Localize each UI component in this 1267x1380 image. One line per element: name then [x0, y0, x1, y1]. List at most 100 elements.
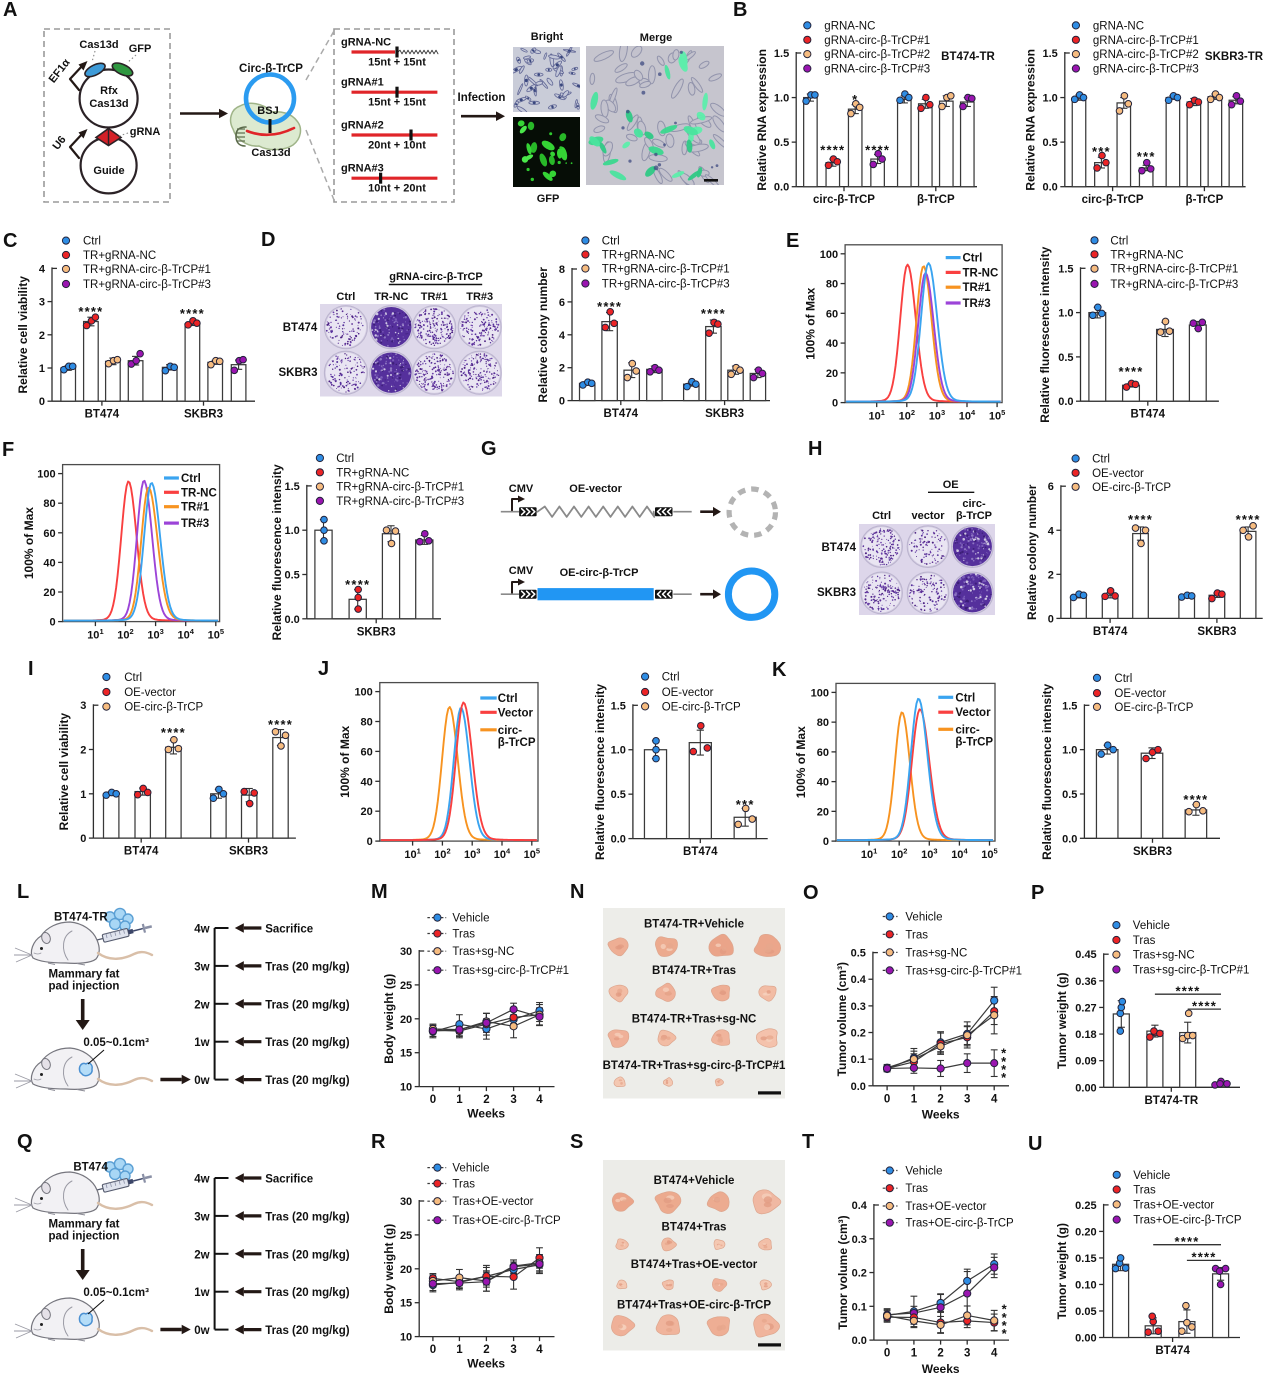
svg-text:β-TrCP: β-TrCP	[956, 510, 992, 522]
svg-text:4w: 4w	[194, 1174, 209, 1186]
svg-text:Tras+sg-NC: Tras+sg-NC	[452, 946, 514, 958]
svg-text:SKBR3-TR: SKBR3-TR	[1205, 51, 1264, 63]
svg-text:Tumor weight (g): Tumor weight (g)	[1055, 973, 1069, 1069]
svg-text:Vehicle: Vehicle	[905, 1166, 942, 1178]
svg-text:circ-: circ-	[498, 725, 522, 737]
svg-text:0: 0	[430, 1344, 436, 1356]
svg-text:0.2: 0.2	[851, 1028, 866, 1040]
svg-text:Tras: Tras	[905, 929, 928, 941]
svg-text:0.05~0.1cm³: 0.05~0.1cm³	[83, 1037, 149, 1049]
svg-text:M: M	[371, 881, 388, 903]
svg-text:0.0: 0.0	[1058, 396, 1073, 408]
svg-text:Relative fluorescence intensit: Relative fluorescence intensity	[270, 464, 284, 640]
svg-text:B: B	[733, 0, 747, 21]
svg-text:4: 4	[1048, 525, 1055, 537]
svg-text:4: 4	[991, 1093, 998, 1105]
svg-text:****: ****	[268, 717, 293, 732]
svg-text:100: 100	[37, 469, 55, 481]
svg-text:Vehicle: Vehicle	[1133, 920, 1170, 932]
svg-text:2: 2	[39, 330, 45, 342]
svg-text:2: 2	[1048, 569, 1054, 581]
svg-text:TR+gRNA-NC: TR+gRNA-NC	[336, 467, 409, 479]
svg-text:Relative colony number: Relative colony number	[1025, 484, 1039, 620]
svg-text:Relative colony number: Relative colony number	[536, 267, 550, 403]
svg-text:0.4: 0.4	[851, 974, 867, 986]
svg-text:SKBR3: SKBR3	[357, 626, 396, 638]
svg-text:3w: 3w	[194, 961, 209, 973]
svg-text:CMV: CMV	[509, 483, 534, 495]
svg-text:1.5: 1.5	[611, 700, 626, 712]
svg-text:0.2: 0.2	[852, 1268, 867, 1280]
svg-text:Ctrl: Ctrl	[1110, 235, 1128, 247]
svg-text:****: ****	[1118, 364, 1143, 379]
svg-text:30: 30	[400, 946, 412, 958]
svg-text:6: 6	[1048, 481, 1054, 493]
svg-text:BT474+Tras+OE-vector: BT474+Tras+OE-vector	[631, 1259, 758, 1271]
svg-text:S: S	[570, 1131, 583, 1153]
svg-text:80: 80	[817, 717, 829, 729]
svg-text:E: E	[786, 230, 799, 252]
svg-text:Tras: Tras	[452, 1179, 475, 1191]
svg-text:Rfx: Rfx	[100, 85, 119, 97]
svg-text:1: 1	[39, 363, 45, 375]
svg-text:Tras (20 mg/kg): Tras (20 mg/kg)	[265, 1075, 350, 1087]
svg-text:BT474: BT474	[283, 322, 318, 334]
svg-text:0.5: 0.5	[611, 789, 626, 801]
svg-text:Relative RNA expression: Relative RNA expression	[1024, 49, 1038, 191]
svg-text:BT474: BT474	[1155, 1345, 1190, 1357]
svg-text:K: K	[772, 659, 787, 681]
svg-text:20nt + 10nt: 20nt + 10nt	[368, 140, 426, 152]
svg-text:0.5: 0.5	[1062, 789, 1077, 801]
svg-text:C: C	[3, 230, 17, 252]
svg-text:BT474-TR+Tras+sg-NC: BT474-TR+Tras+sg-NC	[632, 1014, 757, 1026]
svg-text:OE-circ-β-TrCP: OE-circ-β-TrCP	[124, 702, 203, 714]
svg-text:0.5: 0.5	[774, 137, 789, 149]
svg-text:0.4: 0.4	[852, 1200, 868, 1212]
svg-text:Relative RNA expression: Relative RNA expression	[755, 49, 769, 191]
svg-text:2: 2	[559, 363, 565, 375]
svg-text:0.10: 0.10	[1075, 1279, 1096, 1291]
svg-text:30: 30	[400, 1196, 412, 1208]
svg-text:SKBR3: SKBR3	[1133, 846, 1172, 858]
svg-text:3: 3	[510, 1344, 516, 1356]
svg-text:1w: 1w	[194, 1287, 209, 1299]
svg-text:I: I	[28, 658, 34, 680]
svg-text:1w: 1w	[194, 1037, 209, 1049]
svg-text:GFP: GFP	[537, 193, 560, 205]
svg-text:0w: 0w	[194, 1075, 209, 1087]
svg-text:Mammary fat: Mammary fat	[49, 1219, 120, 1231]
svg-text:1.0: 1.0	[1058, 308, 1073, 320]
svg-text:SKBR3: SKBR3	[817, 587, 856, 599]
svg-text:SKBR3: SKBR3	[229, 846, 268, 858]
svg-text:Ctrl: Ctrl	[124, 672, 142, 684]
svg-text:0.1: 0.1	[852, 1301, 867, 1313]
svg-text:vector: vector	[911, 510, 945, 522]
svg-text:20: 20	[43, 587, 55, 599]
svg-text:TR+gRNA-circ-β-TrCP#3: TR+gRNA-circ-β-TrCP#3	[1110, 279, 1238, 291]
svg-text:BSJ: BSJ	[257, 105, 278, 117]
svg-text:15nt + 15nt: 15nt + 15nt	[368, 97, 426, 109]
svg-text:SKBR3: SKBR3	[1197, 626, 1236, 638]
svg-text:Ctrl: Ctrl	[955, 692, 975, 704]
svg-text:0.5: 0.5	[285, 570, 300, 582]
svg-text:0.0: 0.0	[1062, 833, 1077, 845]
svg-text:20: 20	[361, 806, 373, 818]
svg-text:Ctrl: Ctrl	[1092, 454, 1110, 466]
svg-text:Tras+OE-circ-β-TrCP: Tras+OE-circ-β-TrCP	[905, 1218, 1014, 1230]
svg-text:1.0: 1.0	[285, 525, 300, 537]
svg-text:Tras+OE-circ-β-TrCP: Tras+OE-circ-β-TrCP	[452, 1215, 561, 1227]
svg-text:1.5: 1.5	[1043, 48, 1058, 60]
svg-text:4: 4	[536, 1094, 543, 1106]
svg-text:0: 0	[884, 1093, 890, 1105]
svg-text:Tras+OE-vector: Tras+OE-vector	[1133, 1199, 1214, 1211]
svg-text:Tumor weight (g): Tumor weight (g)	[1055, 1223, 1069, 1319]
svg-text:1: 1	[80, 789, 86, 801]
svg-text:****: ****	[865, 143, 890, 158]
svg-text:Ctrl: Ctrl	[336, 291, 355, 303]
svg-text:***: ***	[1137, 149, 1156, 164]
svg-text:BT474-TR+Tras: BT474-TR+Tras	[652, 965, 736, 977]
svg-text:25: 25	[400, 1230, 412, 1242]
svg-text:circ-: circ-	[955, 724, 979, 736]
svg-text:BT474+Vehicle: BT474+Vehicle	[654, 1175, 735, 1187]
svg-text:gRNA-circ-β-TrCP: gRNA-circ-β-TrCP	[389, 271, 483, 283]
